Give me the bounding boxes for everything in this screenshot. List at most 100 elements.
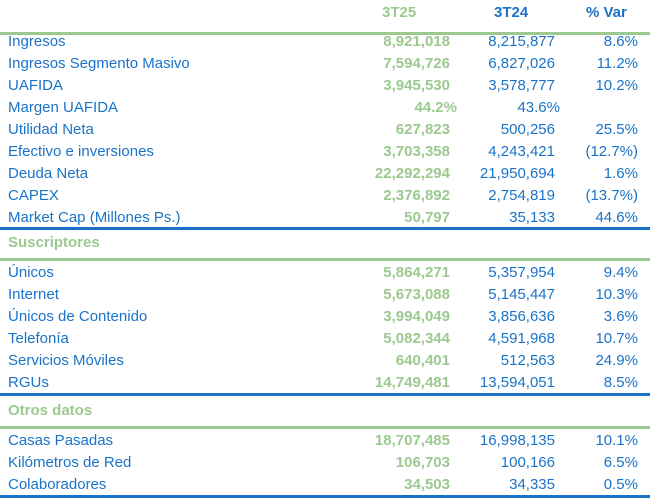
table-row: Ingresos Segmento Masivo 7,594,726 6,827,0…: [0, 53, 650, 75]
value-var: 24.9%: [595, 352, 638, 369]
value-3t24: 512,563: [500, 352, 555, 369]
table-row: Market Cap (Millones Ps.) 50,797 35,133 44.…: [0, 207, 650, 229]
value-3t25: 5,673,088: [383, 286, 450, 303]
row-label: Utilidad Neta: [8, 121, 94, 138]
value-3t24: 13,594,051: [479, 374, 555, 391]
row-label: Internet: [8, 286, 59, 303]
row-label: Margen UAFIDA: [8, 99, 119, 116]
table-row: UAFIDA 3,945,530 3,578,777 10.2%: [0, 75, 650, 97]
value-3t24: 21,950,694: [479, 165, 555, 182]
table-row: Margen UAFIDA 44.2% 43.6%: [0, 97, 650, 119]
value-3t25: 627,823: [395, 121, 450, 138]
row-label: Kilómetros de Red: [8, 454, 132, 471]
header-var: % Var: [586, 4, 627, 21]
value-3t24: 3,578,777: [488, 77, 555, 94]
section-title-suscriptores: Suscriptores: [8, 234, 100, 251]
table-row: Kilómetros de Red 106,703 100,166 6.5%: [0, 452, 650, 474]
value-3t24: 3,856,636: [488, 308, 555, 325]
value-var: 44.6%: [595, 209, 638, 226]
value-3t24: 2,754,819: [488, 187, 555, 204]
value-3t24: 8,215,877: [488, 33, 555, 50]
value-3t25: 640,401: [395, 352, 450, 369]
value-var: 0.5%: [603, 476, 638, 493]
value-3t24: 4,243,421: [488, 143, 555, 160]
section-divider: [0, 258, 650, 261]
row-label: Telefonía: [8, 330, 69, 347]
value-3t25: 3,945,530: [383, 77, 450, 94]
value-var: 10.3%: [595, 286, 638, 303]
value-var: 25.5%: [595, 121, 638, 138]
value-3t25: 44.2%: [414, 99, 457, 116]
table-row: Ingresos 8,921,018 8,215,877 8.6%: [0, 31, 650, 53]
table-row: Únicos de Contenido 3,994,049 3,856,636 3.6…: [0, 306, 650, 328]
table-row: Servicios Móviles 640,401 512,563 24.9%: [0, 350, 650, 372]
row-label: Colaboradores: [8, 476, 107, 493]
value-3t24: 16,998,135: [479, 432, 555, 449]
value-3t25: 22,292,294: [374, 165, 450, 182]
row-label: Únicos: [8, 264, 54, 281]
value-3t24: 6,827,026: [488, 55, 555, 72]
value-var: 1.6%: [603, 165, 638, 182]
row-label: RGUs: [8, 374, 49, 391]
row-label: Casas Pasadas: [8, 432, 114, 449]
table-row: Casas Pasadas 18,707,485 16,998,135 10.1%: [0, 430, 650, 452]
value-3t24: 5,145,447: [488, 286, 555, 303]
table-row: Colaboradores 34,503 34,335 0.5%: [0, 474, 650, 496]
value-3t25: 2,376,892: [383, 187, 450, 204]
value-3t24: 34,335: [509, 476, 555, 493]
value-var: 3.6%: [603, 308, 638, 325]
header-divider: [0, 32, 650, 35]
table-bottom-border: [0, 495, 650, 498]
value-var: 9.4%: [603, 264, 638, 281]
value-3t24: 35,133: [509, 209, 555, 226]
value-3t25: 5,864,271: [383, 264, 450, 281]
value-var: 8.6%: [603, 33, 638, 50]
value-3t25: 14,749,481: [374, 374, 450, 391]
value-3t24: 43.6%: [517, 99, 560, 116]
table-row: Internet 5,673,088 5,145,447 10.3%: [0, 284, 650, 306]
value-3t24: 100,166: [500, 454, 555, 471]
table-row: Deuda Neta 22,292,294 21,950,694 1.6%: [0, 163, 650, 185]
value-var: 10.2%: [595, 77, 638, 94]
value-3t24: 5,357,954: [488, 264, 555, 281]
table-row: RGUs 14,749,481 13,594,051 8.5%: [0, 372, 650, 394]
value-3t25: 106,703: [395, 454, 450, 471]
value-3t25: 3,994,049: [383, 308, 450, 325]
section-divider: [0, 227, 650, 230]
table-row: Telefonía 5,082,344 4,591,968 10.7%: [0, 328, 650, 350]
value-3t25: 5,082,344: [383, 330, 450, 347]
value-3t24: 4,591,968: [488, 330, 555, 347]
section-divider: [0, 426, 650, 429]
value-3t25: 18,707,485: [374, 432, 450, 449]
value-3t25: 34,503: [404, 476, 450, 493]
row-label: CAPEX: [8, 187, 59, 204]
row-label: Ingresos: [8, 33, 66, 50]
value-var: (12.7%): [585, 143, 638, 160]
row-label: Servicios Móviles: [8, 352, 124, 369]
value-var: 6.5%: [603, 454, 638, 471]
value-3t25: 7,594,726: [383, 55, 450, 72]
row-label: UAFIDA: [8, 77, 64, 94]
row-label: Deuda Neta: [8, 165, 89, 182]
row-label: Efectivo e inversiones: [8, 143, 154, 160]
row-label: Únicos de Contenido: [8, 308, 148, 325]
table-row: Utilidad Neta 627,823 500,256 25.5%: [0, 119, 650, 141]
value-var: 10.1%: [595, 432, 638, 449]
table-row: Únicos 5,864,271 5,357,954 9.4%: [0, 262, 650, 284]
table-row: Efectivo e inversiones 3,703,358 4,243,421…: [0, 141, 650, 163]
row-label: Ingresos Segmento Masivo: [8, 55, 190, 72]
value-3t25: 50,797: [404, 209, 450, 226]
header-3t25: 3T25: [382, 4, 417, 21]
section-divider: [0, 393, 650, 396]
value-var: (13.7%): [585, 187, 638, 204]
value-3t25: 8,921,018: [383, 33, 450, 50]
header-3t24: 3T24: [494, 4, 529, 21]
value-var: 11.2%: [596, 55, 638, 72]
value-var: 8.5%: [603, 374, 638, 391]
value-var: 10.7%: [595, 330, 638, 347]
section-title-otros-datos: Otros datos: [8, 402, 93, 419]
value-3t25: 3,703,358: [383, 143, 450, 160]
row-label: Market Cap (Millones Ps.): [8, 209, 181, 226]
value-3t24: 500,256: [500, 121, 555, 138]
